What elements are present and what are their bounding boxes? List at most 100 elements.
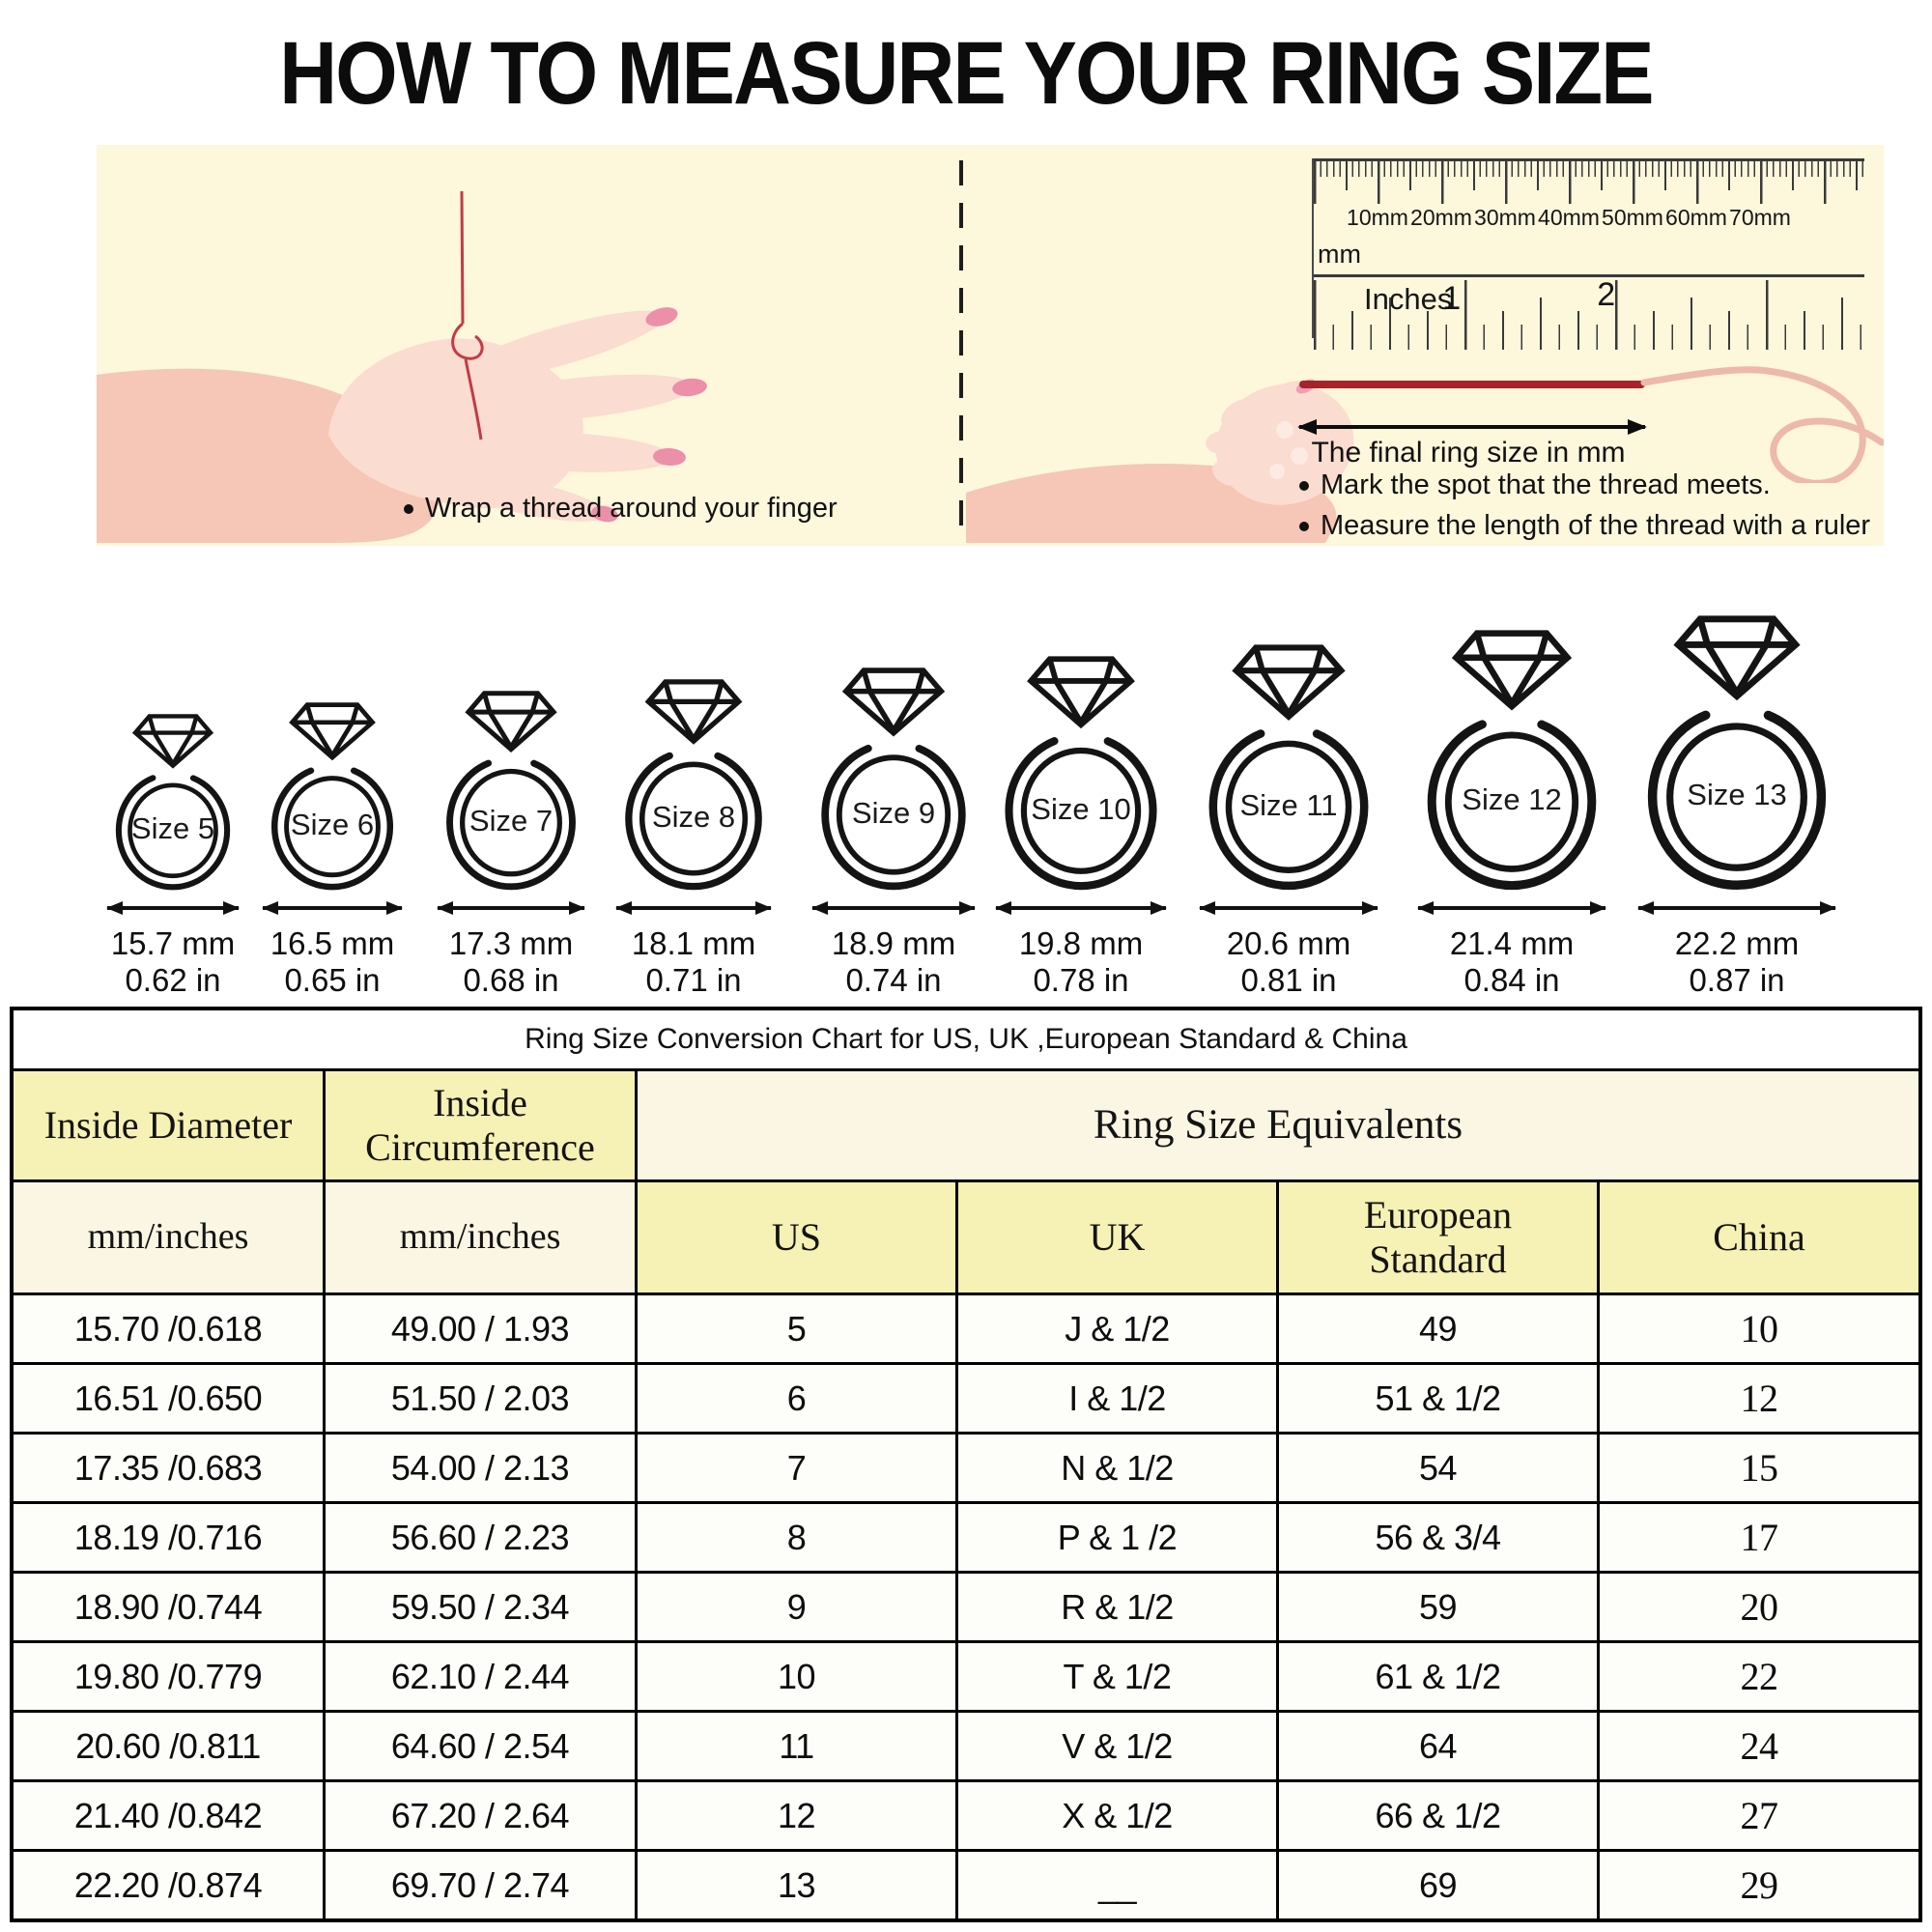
table-cell: X & 1/2	[958, 1782, 1276, 1849]
diameter-arrow	[437, 901, 585, 915]
diameter-in: 0.68 in	[463, 962, 559, 998]
red-thread	[1299, 381, 1645, 388]
table-cell: 49.00 / 1.93	[326, 1295, 635, 1362]
ruler-mm-label: 10mm	[1347, 205, 1408, 230]
table-cell: 7	[638, 1435, 955, 1501]
header-us: US	[638, 1182, 955, 1293]
table-cell: 29	[1600, 1852, 1918, 1918]
ring-size-label: Size 7	[469, 803, 554, 838]
diameter-mm: 20.6 mm	[1226, 925, 1351, 961]
header-uk: UK	[958, 1182, 1276, 1293]
table-cell: 16.51 /0.650	[14, 1365, 323, 1432]
table-cell: 17	[1600, 1504, 1918, 1571]
table-cell: 64	[1279, 1713, 1597, 1779]
table-cell: 6	[638, 1365, 955, 1432]
diameter-arrow	[811, 901, 976, 915]
ring-size-item: Size 6 16.5 mm 0.65 in	[262, 702, 403, 1002]
diameter-mm: 18.1 mm	[631, 925, 756, 961]
ruler-mm-scale	[1314, 158, 1864, 206]
table-cell: 10	[1600, 1295, 1918, 1362]
ring-size-label: Size 9	[851, 795, 936, 830]
ring-size-item: Size 9 18.9 mm 0.74 in	[811, 668, 976, 1002]
diameter-mm: 17.3 mm	[448, 925, 574, 961]
instruction-bullet-right-2: Measure the length of the thread with a …	[1299, 510, 1870, 542]
diameter-arrow	[1637, 901, 1836, 915]
diameter-in: 0.78 in	[1033, 962, 1129, 998]
table-cell: 64.60 / 2.54	[326, 1713, 635, 1779]
table-cell: 20	[1600, 1574, 1918, 1640]
header-unit-diameter: mm/inches	[14, 1182, 323, 1293]
table-cell: I & 1/2	[958, 1365, 1276, 1432]
table-cell: 20.60 /0.811	[14, 1713, 323, 1779]
ring-size-item: Size 12 21.4 mm 0.84 in	[1417, 630, 1606, 1002]
ring-size-label: Size 11	[1239, 787, 1338, 822]
final-size-arrow-label: The final ring size in mm	[1311, 437, 1626, 469]
table-cell: 22.20 /0.874	[14, 1852, 323, 1918]
table-cell: 11	[638, 1713, 955, 1779]
table-cell: 51 & 1/2	[1279, 1365, 1597, 1432]
diameter-in: 0.65 in	[284, 962, 381, 998]
diameter-arrow	[262, 901, 403, 915]
bullet-dot	[1299, 480, 1309, 491]
table-cell: 13	[638, 1852, 955, 1918]
table-cell: 54	[1279, 1435, 1597, 1501]
table-cell: 21.40 /0.842	[14, 1782, 323, 1849]
ruler-inch-number: 1	[1442, 280, 1462, 317]
ruler-mm-label: 50mm	[1602, 205, 1663, 230]
instruction-bullet-right-1: Mark the spot that the thread meets.	[1299, 469, 1771, 501]
table-cell: 12	[1600, 1365, 1918, 1432]
header-ring-size-equivalents: Ring Size Equivalents	[638, 1071, 1918, 1179]
dashed-divider	[959, 160, 963, 533]
bullet-dot	[404, 503, 413, 514]
table-cell: 49	[1279, 1295, 1597, 1362]
ring-size-item: Size 7 17.3 mm 0.68 in	[437, 691, 585, 1002]
ruler-mm-unit: mm	[1318, 240, 1361, 269]
diameter-mm: 18.9 mm	[831, 925, 956, 961]
table-cell: N & 1/2	[958, 1435, 1276, 1501]
bullet-dot	[1299, 521, 1309, 531]
diameter-arrow	[1417, 901, 1606, 915]
table-cell: 62.10 / 2.44	[326, 1643, 635, 1710]
ring-size-item: Size 13 22.2 mm 0.87 in	[1637, 615, 1836, 1002]
table-cell: 59	[1279, 1574, 1597, 1640]
diameter-mm: 19.8 mm	[1018, 925, 1144, 961]
table-cell: 69.70 / 2.74	[326, 1852, 635, 1918]
ring-size-label: Size 8	[651, 799, 736, 834]
header-inside-circumference: Inside Circumference	[326, 1071, 635, 1179]
ruler-inch-number: 2	[1597, 276, 1616, 313]
table-cell: 12	[638, 1782, 955, 1849]
table-cell: 10	[638, 1643, 955, 1710]
ruler-mm-label: 20mm	[1410, 205, 1472, 230]
ruler-mm-label: 30mm	[1474, 205, 1536, 230]
ring-size-item: Size 11 20.6 mm 0.81 in	[1199, 644, 1378, 1002]
hand-thread-illustration	[97, 190, 707, 543]
table-cell: __	[958, 1852, 1276, 1918]
final-size-arrow	[1297, 419, 1647, 435]
table-cell: 9	[638, 1574, 955, 1640]
table-cell: 18.90 /0.744	[14, 1574, 323, 1640]
diameter-mm: 15.7 mm	[110, 925, 236, 961]
ring-size-label: Size 12	[1462, 782, 1562, 816]
right-instruction-panel: 10mm 20mm 30mm 40mm 50mm 60mm 70mm mm In…	[966, 145, 1884, 546]
diameter-arrow	[106, 901, 240, 915]
ring-size-label: Size 13	[1687, 777, 1787, 811]
table-cell: 15	[1600, 1435, 1918, 1501]
table-cell: P & 1 /2	[958, 1504, 1276, 1571]
diameter-in: 0.81 in	[1240, 962, 1337, 998]
ruler-illustration: 10mm 20mm 30mm 40mm 50mm 60mm 70mm mm In…	[1312, 158, 1864, 350]
ruler-mm-label: 40mm	[1538, 205, 1600, 230]
bullet-text: Measure the length of the thread with a …	[1321, 510, 1871, 541]
diameter-mm: 16.5 mm	[270, 925, 395, 961]
page-title: HOW TO MEASURE YOUR RING SIZE	[279, 24, 1654, 123]
ruler-mm-label: 70mm	[1729, 205, 1791, 230]
table-title: Ring Size Conversion Chart for US, UK ,E…	[14, 1010, 1918, 1068]
diameter-in: 0.87 in	[1689, 962, 1785, 998]
table-cell: J & 1/2	[958, 1295, 1276, 1362]
table-cell: R & 1/2	[958, 1574, 1276, 1640]
diameter-arrow	[995, 901, 1167, 915]
header-unit-circumference: mm/inches	[326, 1182, 635, 1293]
ruler-divider-line	[1314, 274, 1864, 277]
table-cell: V & 1/2	[958, 1713, 1276, 1779]
diameter-mm: 22.2 mm	[1674, 925, 1800, 961]
table-cell: 8	[638, 1504, 955, 1571]
